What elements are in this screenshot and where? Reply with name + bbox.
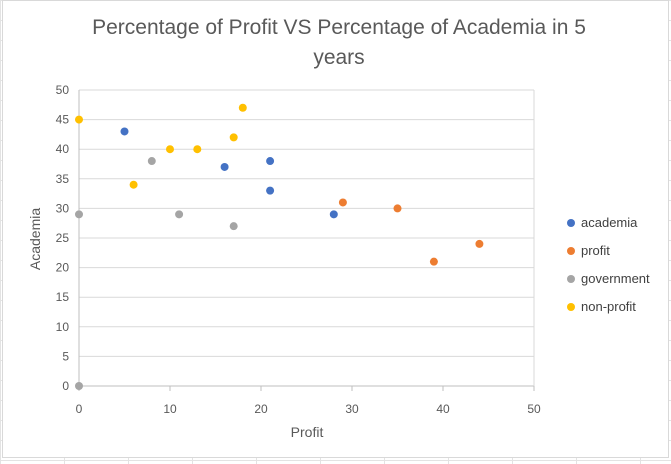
data-point-profit bbox=[393, 204, 402, 213]
legend-marker-academia bbox=[567, 219, 575, 227]
tick-labels: 0 5 10 15 20 25 30 35 40 45 50 0 10 20 30 40 50 bbox=[56, 83, 541, 416]
data-point-profit bbox=[475, 239, 484, 248]
data-point-non-profit bbox=[75, 115, 83, 124]
legend-marker-non-profit bbox=[567, 303, 575, 311]
x-tick-label: 50 bbox=[527, 402, 541, 416]
y-tick-label: 40 bbox=[56, 142, 70, 156]
x-tick-label: 0 bbox=[76, 402, 83, 416]
data-point-academia bbox=[266, 186, 275, 195]
y-tick-label: 25 bbox=[56, 231, 70, 245]
gridlines bbox=[78, 89, 535, 391]
legend-label-government: government bbox=[581, 271, 650, 286]
legend-label-academia: academia bbox=[581, 215, 638, 230]
data-point-academia bbox=[220, 162, 229, 171]
chart-title-line-1: Percentage of Profit VS Percentage of Ac… bbox=[92, 16, 586, 39]
legend: academia profit government non-profit bbox=[567, 215, 650, 314]
x-tick-label: 20 bbox=[254, 402, 268, 416]
y-tick-label: 35 bbox=[56, 172, 70, 186]
y-tick-label: 20 bbox=[56, 261, 70, 275]
legend-label-profit: profit bbox=[581, 243, 610, 258]
y-tick-label: 0 bbox=[62, 379, 69, 393]
y-tick-label: 30 bbox=[56, 201, 70, 215]
data-point-non-profit bbox=[129, 180, 138, 189]
y-tick-label: 45 bbox=[56, 113, 70, 127]
data-points bbox=[75, 103, 484, 390]
scatter-chart: Percentage of Profit VS Percentage of Ac… bbox=[27, 16, 650, 440]
legend-marker-government bbox=[567, 275, 575, 283]
chart-title-line-2: years bbox=[313, 46, 364, 69]
data-point-government bbox=[147, 157, 156, 166]
data-point-government bbox=[75, 382, 83, 390]
y-axis-label: Academia bbox=[27, 208, 43, 270]
y-tick-label: 15 bbox=[56, 290, 70, 304]
y-tick-label: 10 bbox=[56, 320, 70, 334]
data-point-profit bbox=[429, 257, 438, 266]
data-point-non-profit bbox=[229, 133, 238, 142]
x-tick-label: 10 bbox=[163, 402, 177, 416]
legend-label-non-profit: non-profit bbox=[581, 299, 636, 314]
x-axis-label: Profit bbox=[291, 424, 324, 440]
x-tick-label: 30 bbox=[345, 402, 359, 416]
y-tick-label: 5 bbox=[62, 349, 69, 363]
legend-marker-profit bbox=[567, 247, 575, 255]
data-point-non-profit bbox=[166, 145, 174, 154]
data-point-government bbox=[175, 210, 184, 219]
data-point-academia bbox=[266, 157, 275, 166]
data-point-government bbox=[229, 222, 238, 231]
data-point-academia bbox=[120, 127, 129, 136]
y-tick-label: 50 bbox=[56, 83, 70, 97]
data-point-profit bbox=[338, 198, 347, 207]
data-point-academia bbox=[329, 210, 338, 219]
data-point-non-profit bbox=[238, 103, 247, 112]
x-tick-label: 40 bbox=[436, 402, 450, 416]
data-point-government bbox=[75, 210, 83, 219]
data-point-non-profit bbox=[193, 145, 202, 154]
